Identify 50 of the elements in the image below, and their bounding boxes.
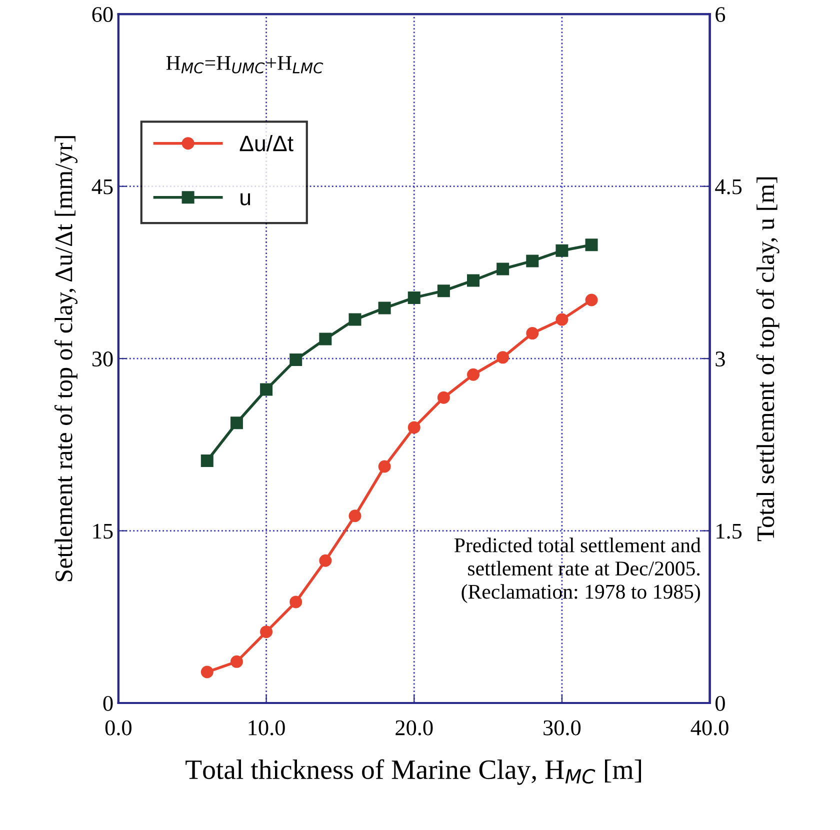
annotation: H$_{MC}$=H$_{UMC}$+H$_{LMC}$ — [166, 56, 324, 74]
y2-tick-label: 1.5 — [716, 524, 742, 539]
point — [526, 327, 539, 340]
point — [496, 262, 510, 276]
x-axis-title: Total thickness of Marine Clay, H$_{MC}$ [m] — [186, 759, 642, 785]
y-axis-title: Settlement rate of top of clay, Δu/Δt [mm/yr] — [54, 136, 78, 582]
point — [585, 294, 598, 306]
y-tick-label: 30 — [92, 351, 113, 366]
point — [556, 313, 568, 326]
y-tick-label: 45 — [92, 179, 113, 194]
legend-label: u — [240, 193, 250, 206]
point — [290, 353, 302, 366]
y2-tick-label: 3 — [716, 352, 725, 366]
y2-axis-title: Total settlement of top of clay, u [m] — [756, 177, 780, 542]
point — [290, 596, 302, 608]
x-tick-label: 20.0 — [396, 720, 433, 736]
y-tick-label: 0 — [103, 696, 113, 711]
point — [348, 510, 362, 522]
point — [585, 238, 598, 252]
point — [200, 666, 214, 678]
point — [378, 302, 391, 314]
y2-tick-label: 0 — [716, 696, 725, 711]
point — [230, 416, 243, 430]
point — [378, 460, 391, 473]
x-tick-label: 30.0 — [544, 720, 581, 736]
point — [230, 655, 243, 668]
point — [437, 284, 450, 298]
point — [319, 332, 332, 346]
point — [319, 554, 332, 567]
x-tick-label: 0.0 — [105, 720, 132, 736]
point — [408, 291, 420, 304]
point — [556, 244, 568, 257]
y2-tick-label: 6 — [716, 7, 726, 22]
y-tick-label: 60 — [92, 7, 113, 22]
point — [496, 351, 510, 364]
point — [260, 383, 273, 396]
x-tick-label: 10.0 — [248, 720, 285, 736]
point — [200, 454, 214, 467]
point — [260, 626, 273, 638]
point — [348, 313, 362, 326]
y-tick-label: 15 — [93, 524, 113, 539]
x-tick-label: 40.0 — [690, 720, 728, 736]
legend-label: Δu/Δt — [240, 135, 294, 152]
point — [526, 254, 539, 268]
y2-tick-label: 4.5 — [715, 179, 742, 194]
point — [467, 368, 480, 381]
point — [467, 274, 480, 287]
annotation: Predicted total settlement and settlement rate at Dec/2005. (Reclamation: 1978 to 1985) — [454, 538, 701, 604]
point — [408, 421, 420, 434]
point — [437, 391, 450, 404]
